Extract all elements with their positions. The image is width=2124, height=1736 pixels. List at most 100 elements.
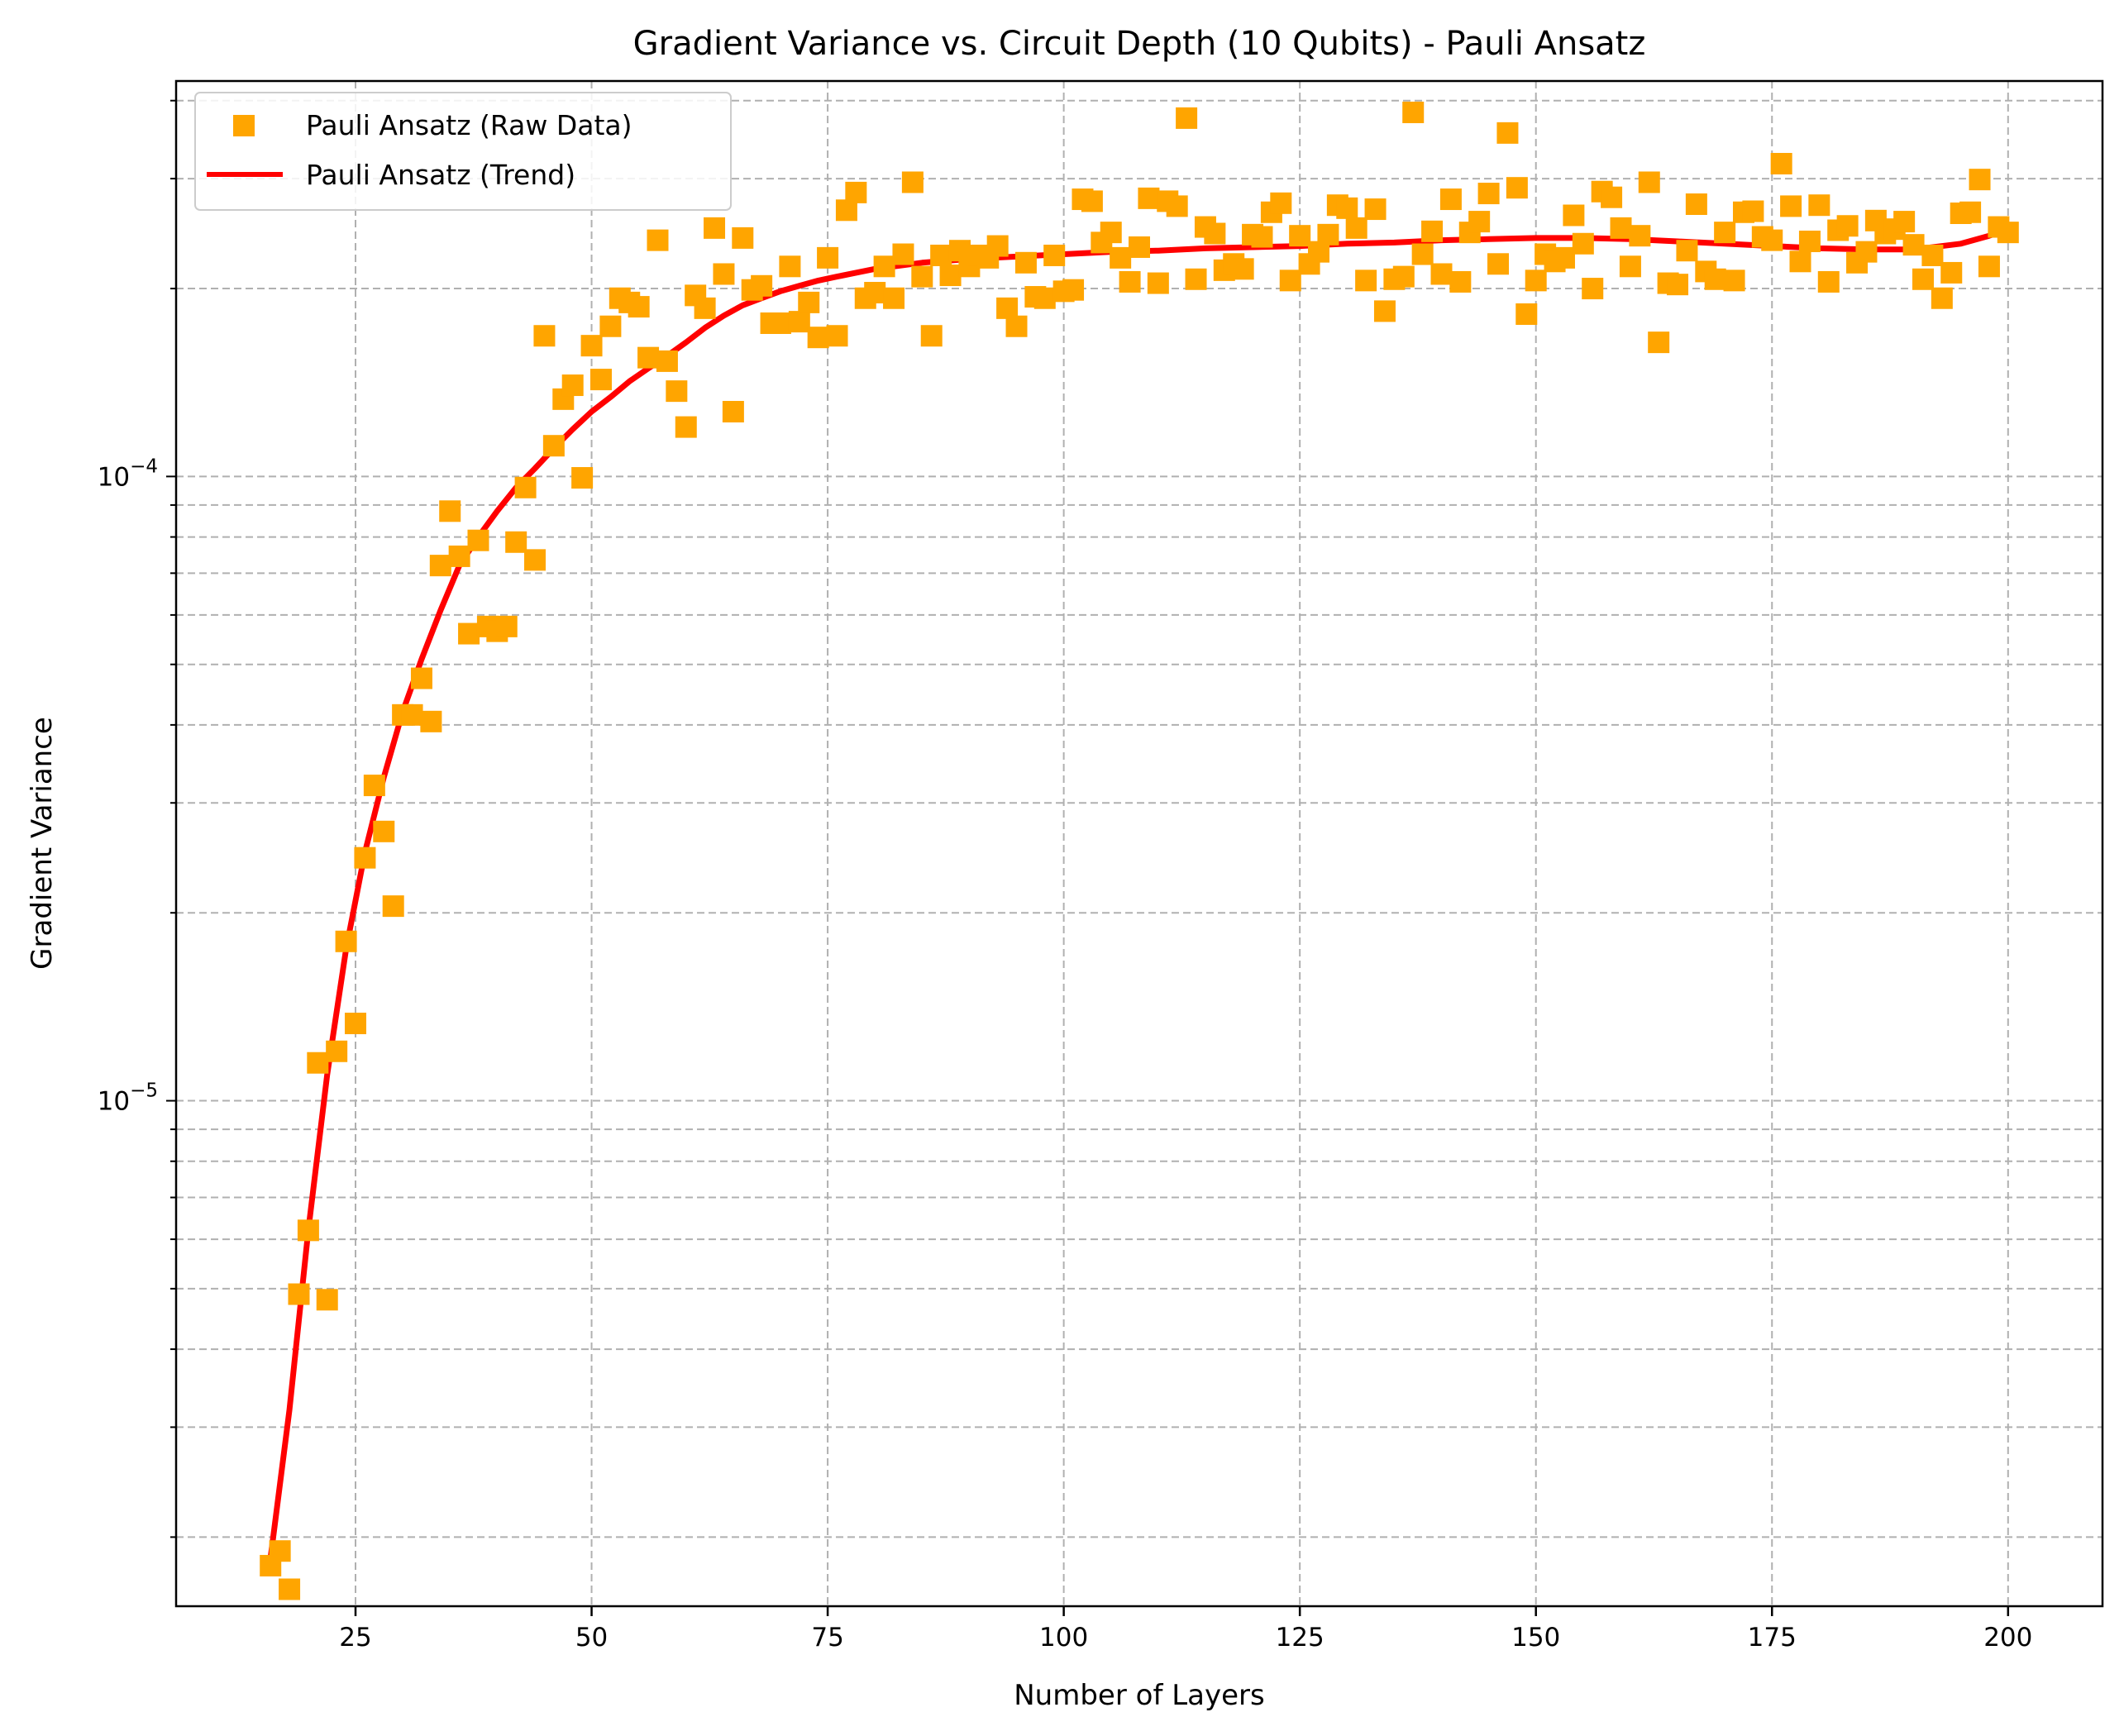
data-point bbox=[1563, 204, 1585, 227]
chart-title: Gradient Variance vs. Circuit Depth (10 … bbox=[633, 25, 1646, 63]
data-point bbox=[996, 297, 1019, 319]
data-point bbox=[1477, 183, 1500, 205]
data-point bbox=[1506, 177, 1528, 199]
data-point bbox=[1959, 201, 1982, 223]
data-point bbox=[279, 1578, 301, 1600]
data-point bbox=[1166, 195, 1188, 217]
y-tick-label: 10−5 bbox=[98, 1080, 158, 1117]
scatter-points bbox=[260, 101, 2019, 1600]
data-point bbox=[1798, 230, 1821, 252]
data-point bbox=[1251, 226, 1273, 248]
data-point bbox=[1138, 187, 1160, 209]
data-point bbox=[1364, 198, 1387, 221]
legend-label-raw: Pauli Ansatz (Raw Data) bbox=[306, 109, 632, 141]
x-tick-label: 75 bbox=[811, 1623, 843, 1653]
data-point bbox=[1629, 225, 1651, 247]
data-point bbox=[628, 296, 650, 318]
data-point bbox=[939, 265, 962, 287]
x-tick-label: 25 bbox=[339, 1623, 371, 1653]
data-point bbox=[1355, 269, 1377, 292]
data-point bbox=[1997, 222, 2019, 244]
y-tick-label: 10−4 bbox=[98, 455, 158, 492]
data-point bbox=[1761, 229, 1783, 251]
data-point bbox=[420, 710, 442, 732]
data-point bbox=[288, 1283, 310, 1305]
trend-line bbox=[267, 226, 2012, 1562]
data-point bbox=[1232, 258, 1254, 280]
data-point bbox=[410, 667, 432, 689]
data-point bbox=[1204, 222, 1226, 245]
data-point bbox=[571, 467, 594, 489]
x-tick-label: 50 bbox=[575, 1623, 608, 1653]
data-point bbox=[514, 476, 537, 498]
data-point bbox=[675, 416, 697, 438]
data-point bbox=[373, 820, 395, 842]
data-point bbox=[713, 263, 735, 285]
data-point bbox=[1496, 122, 1519, 144]
data-point bbox=[269, 1540, 291, 1562]
data-point bbox=[769, 312, 791, 334]
data-point bbox=[1780, 195, 1802, 217]
data-point bbox=[1817, 270, 1840, 293]
data-point bbox=[467, 529, 489, 551]
data-point bbox=[732, 227, 754, 249]
data-point bbox=[316, 1289, 338, 1311]
axis-ticks: 25 50 75 100 125 150 175 200 10−5 10−4 bbox=[98, 99, 2032, 1653]
x-tick-label: 100 bbox=[1039, 1623, 1088, 1653]
data-point bbox=[1043, 244, 1066, 266]
x-axis-label: Number of Layers bbox=[1014, 1679, 1264, 1712]
data-point bbox=[297, 1219, 319, 1242]
data-point bbox=[1582, 278, 1604, 300]
data-point bbox=[1978, 255, 2000, 278]
data-point bbox=[1553, 246, 1575, 269]
data-point bbox=[1789, 250, 1811, 273]
data-point bbox=[401, 703, 423, 726]
data-point bbox=[1723, 269, 1745, 292]
data-point bbox=[1081, 190, 1103, 212]
data-point bbox=[1430, 263, 1453, 285]
legend-label-trend: Pauli Ansatz (Trend) bbox=[306, 159, 575, 191]
data-point bbox=[1685, 193, 1707, 216]
x-tick-label: 125 bbox=[1276, 1623, 1325, 1653]
data-point bbox=[1969, 169, 1991, 191]
data-point bbox=[1572, 232, 1594, 255]
data-point bbox=[1808, 194, 1830, 217]
data-point bbox=[1392, 265, 1415, 288]
trend-layer bbox=[267, 226, 2012, 1562]
data-point bbox=[1411, 243, 1434, 265]
data-point bbox=[1610, 217, 1632, 239]
data-point bbox=[524, 549, 547, 571]
data-point bbox=[1033, 287, 1056, 309]
data-point bbox=[458, 622, 480, 645]
data-point bbox=[439, 500, 461, 522]
data-point bbox=[807, 327, 829, 349]
data-point bbox=[1317, 223, 1339, 246]
data-point bbox=[694, 297, 716, 319]
data-point bbox=[1421, 220, 1444, 242]
data-point bbox=[382, 895, 404, 918]
data-point bbox=[911, 265, 933, 288]
data-point bbox=[1619, 255, 1641, 278]
data-point bbox=[901, 171, 924, 193]
data-point bbox=[599, 315, 622, 337]
data-point bbox=[1667, 274, 1689, 296]
data-point bbox=[1005, 315, 1028, 337]
data-point bbox=[845, 181, 867, 203]
data-point bbox=[704, 217, 726, 239]
data-point bbox=[656, 350, 678, 372]
data-point bbox=[1289, 225, 1311, 247]
data-point bbox=[1940, 261, 1963, 284]
data-point bbox=[1147, 272, 1169, 294]
data-point bbox=[1893, 211, 1916, 233]
data-point bbox=[1931, 287, 1953, 309]
data-point bbox=[637, 346, 660, 369]
data-point bbox=[1279, 269, 1301, 292]
grid-layer bbox=[176, 81, 2103, 1606]
data-point bbox=[1373, 300, 1396, 322]
data-point bbox=[561, 374, 584, 397]
data-point bbox=[1676, 240, 1698, 262]
x-tick-label: 150 bbox=[1511, 1623, 1560, 1653]
data-point bbox=[798, 291, 820, 313]
data-point bbox=[1345, 217, 1367, 239]
data-point bbox=[779, 255, 801, 278]
